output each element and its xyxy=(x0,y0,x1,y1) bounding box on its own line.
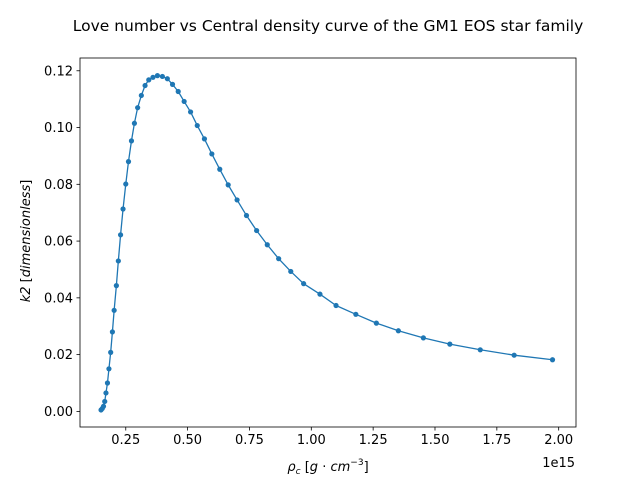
data-point xyxy=(117,232,124,238)
series-line xyxy=(100,74,553,411)
data-point xyxy=(175,88,181,95)
y-tick-label: 0.12 xyxy=(44,64,73,79)
data-point xyxy=(159,73,165,80)
data-point xyxy=(201,136,208,142)
data-point xyxy=(109,329,116,335)
data-point xyxy=(420,335,426,341)
data-point xyxy=(511,352,517,358)
data-point xyxy=(104,380,111,386)
data-point xyxy=(549,357,556,363)
data-point xyxy=(108,349,114,355)
data-point xyxy=(217,166,223,172)
data-point xyxy=(125,159,132,165)
data-point xyxy=(276,256,282,262)
axes-frame xyxy=(79,57,577,428)
x-axis: 0.25 0.50 0.75 1.00 1.25 1.50 1.75 2.00 xyxy=(111,427,573,448)
x-tick-label: 1.75 xyxy=(482,433,511,448)
data-point xyxy=(264,242,270,248)
y-tick-label: 0.06 xyxy=(44,235,73,250)
x-tick-label: 2.00 xyxy=(544,433,573,448)
data-point xyxy=(138,92,144,99)
data-point xyxy=(373,320,379,326)
data-point xyxy=(111,307,117,313)
data-point xyxy=(106,366,112,372)
data-point xyxy=(146,77,152,83)
y-axis: 0.00 0.02 0.04 0.06 0.08 0.10 0.12 xyxy=(44,64,80,420)
data-point xyxy=(194,122,200,129)
data-point xyxy=(288,268,294,275)
data-point xyxy=(154,73,161,79)
data-point xyxy=(187,109,194,115)
data-point xyxy=(131,120,138,126)
data-point xyxy=(243,212,250,219)
data-point xyxy=(395,328,401,334)
data-point xyxy=(115,258,121,264)
data-point xyxy=(128,138,135,144)
x-tick-label: 1.50 xyxy=(421,433,450,448)
data-point xyxy=(477,347,483,353)
y-tick-label: 0.08 xyxy=(44,178,73,193)
data-point xyxy=(123,181,129,187)
data-point xyxy=(100,403,107,409)
data-point xyxy=(333,302,339,309)
x-offset-text: 1e15 xyxy=(542,456,575,471)
data-point xyxy=(301,281,307,287)
x-tick-label: 1.25 xyxy=(359,433,388,448)
data-point xyxy=(169,81,176,87)
y-tick-label: 0.10 xyxy=(44,121,73,136)
data-point xyxy=(164,76,170,82)
data-point xyxy=(254,227,260,234)
data-point xyxy=(234,197,240,203)
data-point xyxy=(135,105,141,111)
data-point xyxy=(120,206,126,212)
x-tick-label: 0.50 xyxy=(173,433,202,448)
data-point xyxy=(209,151,215,157)
data-point xyxy=(181,98,187,105)
y-tick-label: 0.00 xyxy=(44,405,73,420)
data-point xyxy=(225,182,231,188)
y-tick-label: 0.04 xyxy=(44,291,73,306)
data-point xyxy=(317,291,323,297)
data-point xyxy=(353,311,359,317)
data-point xyxy=(150,74,156,80)
x-tick-label: 1.00 xyxy=(297,433,326,448)
y-axis-label: k2 [dimensionless] xyxy=(19,180,34,303)
data-point xyxy=(447,341,453,347)
data-point xyxy=(142,82,148,89)
data-point xyxy=(103,390,109,396)
y-tick-label: 0.02 xyxy=(44,348,73,363)
data-point xyxy=(102,398,108,405)
x-tick-label: 0.25 xyxy=(111,433,140,448)
data-point xyxy=(113,283,119,289)
series-layer xyxy=(98,73,556,413)
x-axis-label: ρc [g · cm−3] xyxy=(287,458,368,477)
chart-title: Love number vs Central density curve of … xyxy=(73,17,584,35)
plot-area xyxy=(79,57,577,428)
x-tick-label: 0.75 xyxy=(235,433,264,448)
